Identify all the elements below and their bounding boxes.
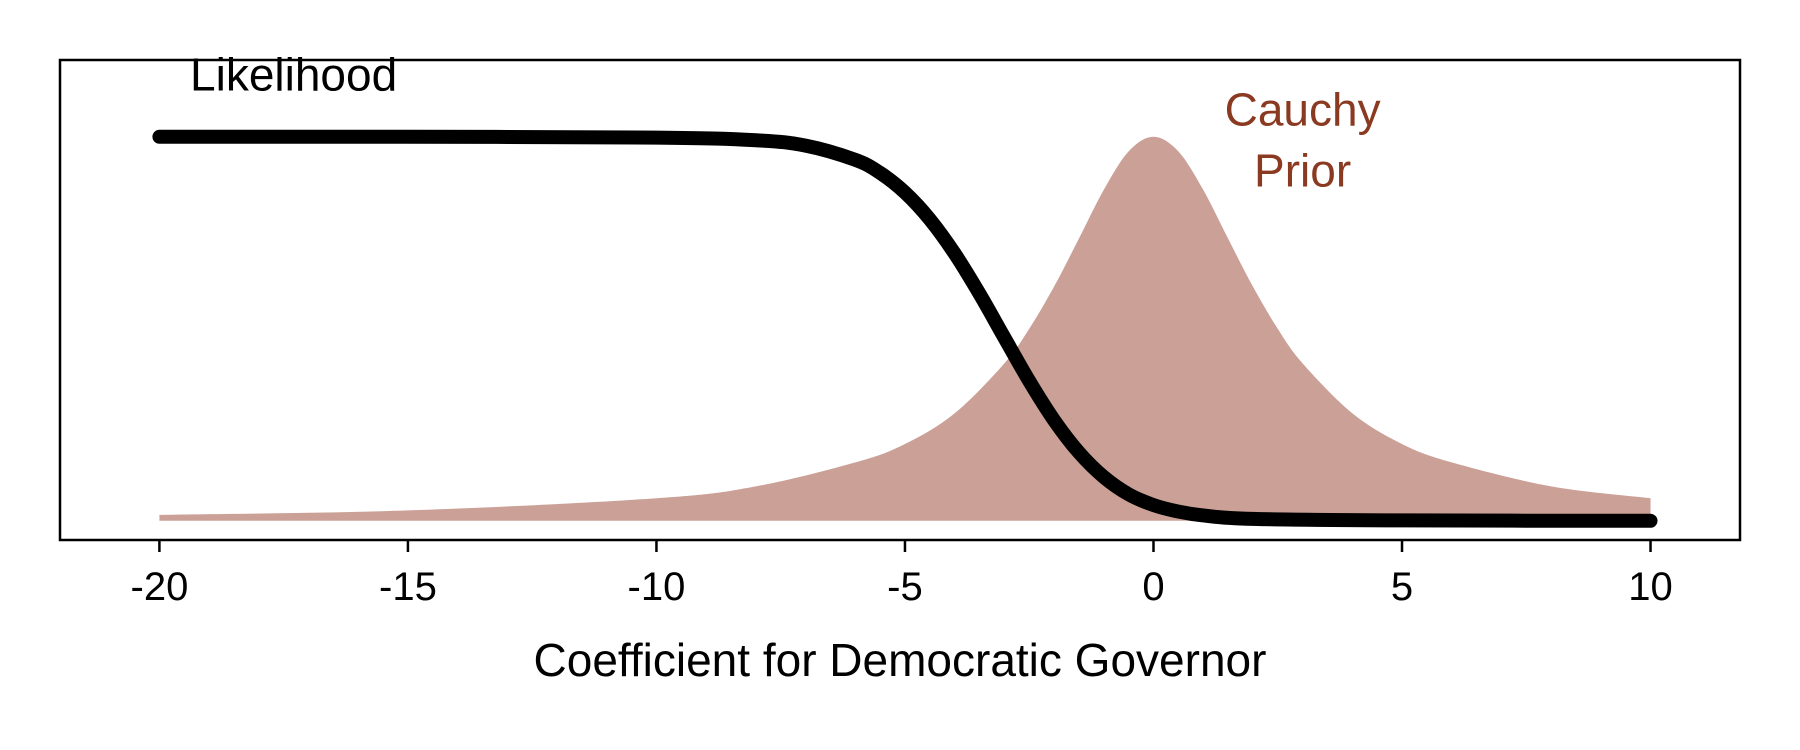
x-tick-label: -15 (379, 565, 437, 609)
x-tick-label: 10 (1628, 565, 1673, 609)
annotation-likelihood: Likelihood (190, 49, 397, 101)
cauchy-prior-layer (159, 136, 1651, 521)
x-axis: -20 -15 -10 -5 0 5 10 (131, 540, 1673, 609)
likelihood-layer (152, 129, 1658, 528)
annotation-cauchy: Cauchy (1225, 83, 1381, 135)
plot-frame (58, 58, 1742, 542)
x-tick-label: -10 (628, 565, 686, 609)
annotation-prior: Prior (1254, 145, 1351, 197)
annotations: Likelihood Cauchy Prior (190, 49, 1381, 197)
cauchy-prior-area (159, 136, 1651, 521)
x-axis-title: Coefficient for Democratic Governor (534, 634, 1267, 686)
x-tick-label: 5 (1391, 565, 1413, 609)
likelihood-line (152, 129, 1658, 528)
x-tick-label: -20 (131, 565, 189, 609)
x-tick-label: -5 (887, 565, 923, 609)
x-tick-label: 0 (1142, 565, 1164, 609)
